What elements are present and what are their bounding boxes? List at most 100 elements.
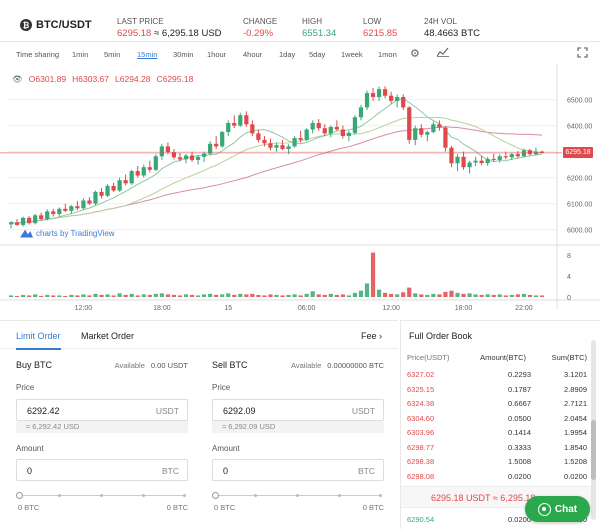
tf-1min[interactable]: 1min	[72, 50, 89, 59]
volume-bar	[244, 294, 249, 297]
pair-selector[interactable]: ₿ BTC/USDT	[20, 19, 92, 31]
eye-icon[interactable]: 👁	[12, 74, 23, 84]
sell-price-input[interactable]: 6292.09 USDT	[212, 399, 384, 421]
tab-limit-order[interactable]: Limit Order	[16, 331, 61, 350]
volume-bar	[340, 294, 345, 297]
ask-row[interactable]: 6303.96 0.1414 1.9954	[401, 428, 593, 440]
volume-bar	[425, 294, 430, 297]
ask-price: 6304.60	[407, 413, 435, 423]
sell-price-fiat: ≈ 6,292.09 USD	[212, 421, 384, 433]
price-tick-label: 6100.00	[567, 202, 592, 209]
time-tick-label: 15	[224, 305, 232, 312]
ask-row[interactable]: 6325.15 0.1787 2.8909	[401, 385, 593, 397]
candle-body	[45, 211, 50, 220]
mid-price-value: 6295.18 USDT ≈ 6,295.18	[431, 493, 536, 503]
volume-value: 48.4663 BTC	[424, 28, 480, 39]
sell-available: Available 0.00000000 BTC	[291, 361, 384, 370]
volume-bar	[461, 293, 466, 297]
ask-row[interactable]: 6324.38 0.6667 2.7121	[401, 399, 593, 411]
volume-bar	[51, 295, 56, 297]
candlestick-chart[interactable]: 6500.006400.006300.006200.006100.006000.…	[0, 64, 600, 320]
volume-bar	[443, 291, 448, 297]
fee-label: Fee	[360, 331, 377, 341]
bid-amount: 0.0200	[508, 515, 531, 524]
low-label: LOW	[363, 17, 382, 26]
candle-body	[111, 185, 116, 191]
tradingview-watermark[interactable]: charts by TradingView	[20, 229, 115, 238]
time-tick-label: 22:00	[515, 305, 533, 312]
sell-slider-knob[interactable]	[212, 492, 219, 499]
sell-amount-slider[interactable]	[212, 492, 382, 499]
tf-4hour[interactable]: 4hour	[243, 50, 263, 59]
bitcoin-icon: ₿	[20, 19, 32, 31]
volume-bar	[214, 294, 219, 297]
volume-bar	[479, 294, 484, 297]
candle-body	[20, 217, 26, 225]
time-tick-label: 18:00	[455, 305, 473, 312]
volume-bar	[328, 293, 333, 297]
scrollbar-thumb[interactable]	[591, 420, 596, 480]
buy-price-input[interactable]: 6292.42 USDT	[16, 399, 188, 421]
ask-row[interactable]: 6298.38 1.5008 1.5208	[401, 457, 593, 469]
slider-tick	[100, 494, 103, 497]
sell-amount-input[interactable]: 0 BTC	[212, 459, 384, 481]
fee-link[interactable]: Fee ›	[361, 331, 382, 341]
fullscreen-icon[interactable]	[577, 47, 588, 61]
ask-row[interactable]: 6298.77 0.3333 1.8540	[401, 443, 593, 455]
candle-body	[461, 156, 466, 168]
ask-amount: 1.5008	[508, 457, 531, 466]
volume-bar	[304, 293, 309, 297]
indicators-icon[interactable]	[436, 47, 449, 60]
sell-price-label: Price	[212, 383, 231, 392]
candle-body	[165, 146, 171, 153]
order-form-panel: Limit Order Market Order Fee › Buy BTC A…	[0, 320, 398, 529]
volume-bar	[129, 293, 134, 297]
tf-1hour[interactable]: 1hour	[207, 50, 227, 59]
price-chart[interactable]: 6500.006400.006300.006200.006100.006000.…	[0, 64, 600, 320]
order-book-scrollbar[interactable]	[591, 340, 596, 520]
chat-button[interactable]: Chat	[525, 496, 590, 522]
ma-long-line	[10, 126, 543, 225]
buy-amount-slider[interactable]	[16, 492, 186, 499]
tf-1mon[interactable]: 1mon	[378, 50, 397, 59]
slider-tick	[379, 494, 382, 497]
tf-15min[interactable]: 15min	[137, 50, 158, 59]
tf-time-sharing[interactable]: Time sharing	[16, 50, 60, 59]
candle-body	[135, 171, 140, 176]
last-price-value: 6295.18	[117, 28, 152, 39]
buy-slider-knob[interactable]	[16, 492, 23, 499]
candle-body	[286, 146, 291, 149]
order-book-title: Full Order Book	[409, 331, 473, 341]
tradingview-text: charts by TradingView	[36, 229, 115, 238]
volume-bar	[93, 293, 98, 297]
tf-5day[interactable]: 5day	[309, 50, 326, 59]
tf-5min[interactable]: 5min	[104, 50, 121, 59]
candle-body	[491, 158, 496, 160]
candle-body	[214, 143, 219, 147]
candle-body	[117, 180, 122, 191]
ask-row[interactable]: 6304.60 0.0500 2.0454	[401, 414, 593, 426]
candle-body	[503, 156, 508, 158]
candle-body	[497, 156, 502, 160]
ask-sum: 2.8909	[564, 384, 587, 394]
candle-body	[195, 156, 201, 160]
ask-price: 6325.15	[407, 384, 435, 394]
tf-1week[interactable]: 1week	[341, 50, 363, 59]
tab-market-order[interactable]: Market Order	[81, 331, 135, 341]
volume-bar	[232, 294, 237, 297]
tf-30min[interactable]: 30min	[173, 50, 194, 59]
ask-row[interactable]: 6327.02 0.2293 3.1201	[401, 370, 593, 382]
candle-body	[93, 191, 98, 204]
ask-amount: 0.2293	[508, 370, 531, 379]
volume-bar	[497, 294, 502, 297]
buy-amount-input[interactable]: 0 BTC	[16, 459, 188, 481]
volume-bar	[292, 294, 297, 297]
ask-row[interactable]: 6298.08 0.0200 0.0200	[401, 472, 593, 484]
candle-body	[244, 115, 249, 125]
candle-body	[280, 145, 285, 149]
tf-1day[interactable]: 1day	[279, 50, 296, 59]
settings-icon[interactable]: ⚙	[410, 48, 420, 60]
ask-price: 6327.02	[407, 370, 435, 379]
buy-price-unit: USDT	[155, 406, 179, 416]
price-tick-label: 6400.00	[567, 124, 592, 131]
